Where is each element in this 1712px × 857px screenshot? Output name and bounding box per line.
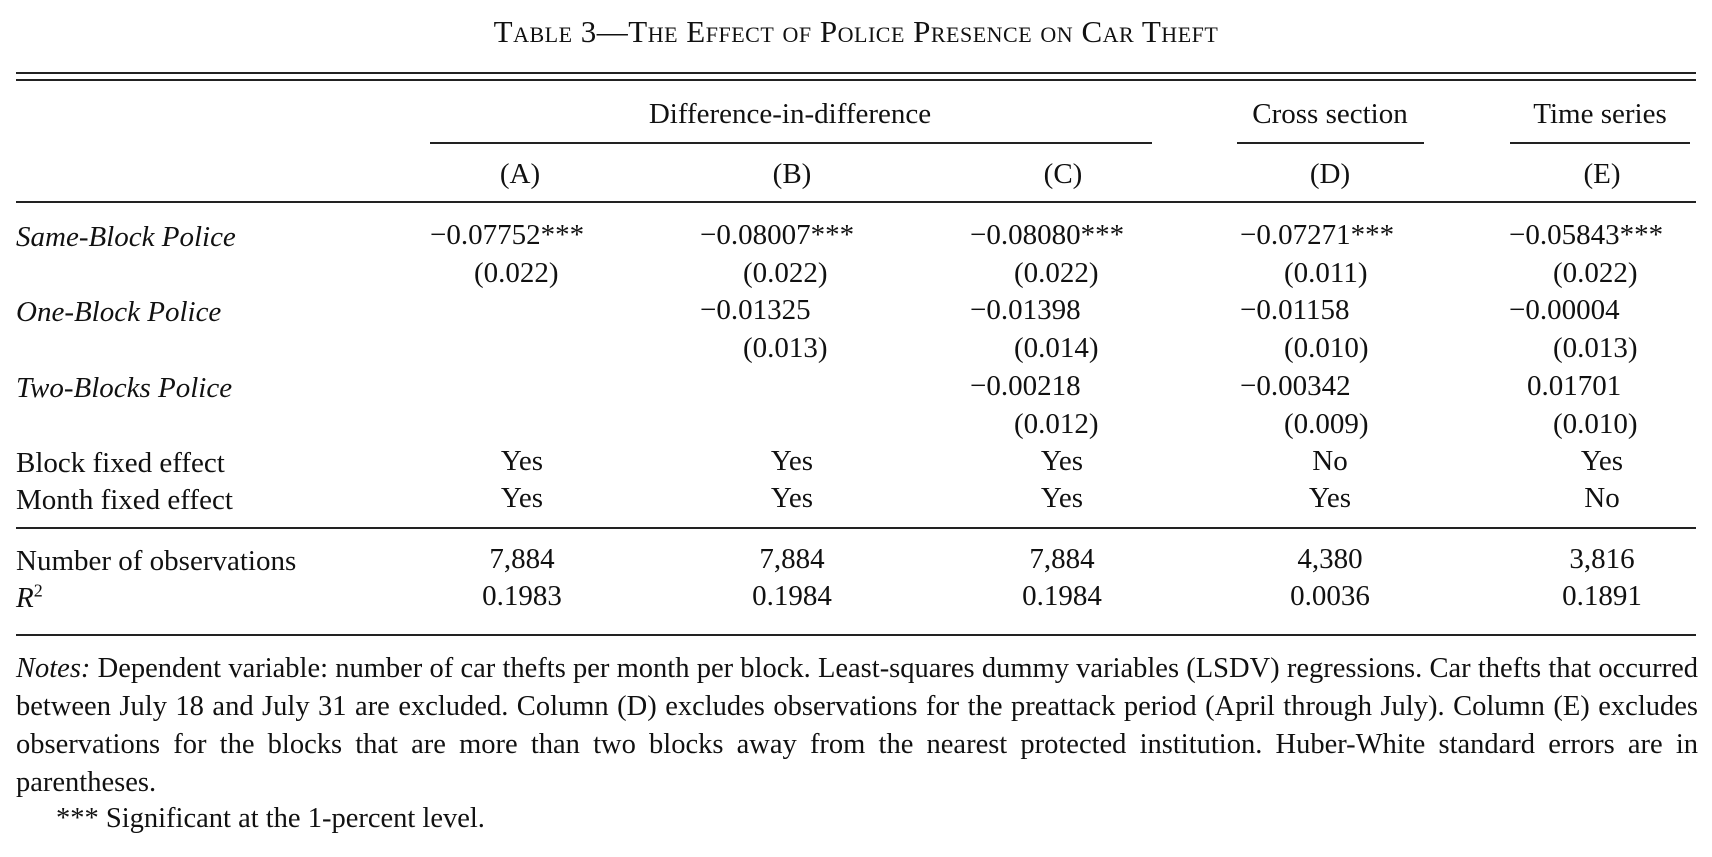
column-header-d: (D) xyxy=(1309,158,1351,190)
table-title: Table 3—The Effect of Police Presence on… xyxy=(493,14,1219,49)
coef-one-block-e: −0.00004 xyxy=(1509,294,1620,326)
n-obs-d: 4,380 xyxy=(1297,543,1363,575)
group-cross-rule xyxy=(1237,142,1424,144)
n-obs-c: 7,884 xyxy=(1029,543,1095,575)
coef-one-block-c: −0.01398 xyxy=(970,294,1081,326)
row-label-r2: R2 xyxy=(16,580,43,615)
se-same-block-d: (0.011) xyxy=(1284,257,1368,289)
n-obs-e: 3,816 xyxy=(1569,543,1635,575)
coef-same-block-d: −0.07271*** xyxy=(1240,219,1395,251)
table-notes: Notes: Dependent variable: number of car… xyxy=(16,650,1698,802)
month-fe-d: Yes xyxy=(1308,482,1352,514)
header-rule xyxy=(16,201,1696,203)
block-fe-a: Yes xyxy=(500,445,544,477)
column-header-c: (C) xyxy=(1043,158,1083,190)
coef-same-block-c: −0.08080*** xyxy=(970,219,1125,251)
se-two-blocks-c: (0.012) xyxy=(1014,408,1099,440)
n-obs-a: 7,884 xyxy=(489,543,555,575)
r2-a: 0.1983 xyxy=(482,580,562,612)
stats-rule xyxy=(16,527,1696,529)
group-cross-label: Cross section xyxy=(1252,98,1408,130)
block-fe-b: Yes xyxy=(770,445,814,477)
se-same-block-b: (0.022) xyxy=(743,257,828,289)
top-rule-1 xyxy=(16,72,1696,74)
se-two-blocks-e: (0.010) xyxy=(1553,408,1638,440)
column-header-e: (E) xyxy=(1583,158,1621,190)
row-label-block-fe: Block fixed effect xyxy=(16,447,225,479)
group-did-label: Difference-in-difference xyxy=(648,98,932,130)
r2-d: 0.0036 xyxy=(1290,580,1370,612)
month-fe-c: Yes xyxy=(1040,482,1084,514)
notes-text: Dependent variable: number of car thefts… xyxy=(16,653,1699,798)
column-header-b: (B) xyxy=(772,158,812,190)
se-same-block-c: (0.022) xyxy=(1014,257,1099,289)
top-rule-2 xyxy=(16,79,1696,81)
bottom-rule xyxy=(16,634,1696,636)
block-fe-e: Yes xyxy=(1580,445,1624,477)
column-header-a: (A) xyxy=(499,158,541,190)
notes-label: Notes: xyxy=(16,653,91,684)
coef-same-block-b: −0.08007*** xyxy=(700,219,855,251)
row-label-n-obs: Number of observations xyxy=(16,545,297,577)
se-one-block-d: (0.010) xyxy=(1284,332,1369,364)
block-fe-c: Yes xyxy=(1040,445,1084,477)
se-same-block-a: (0.022) xyxy=(474,257,559,289)
month-fe-e: No xyxy=(1584,482,1620,514)
coef-same-block-e: −0.05843*** xyxy=(1509,219,1664,251)
se-one-block-e: (0.013) xyxy=(1553,332,1638,364)
r2-e: 0.1891 xyxy=(1562,580,1642,612)
coef-two-blocks-c: −0.00218 xyxy=(970,370,1081,402)
group-did-rule xyxy=(430,142,1152,144)
group-time-label: Time series xyxy=(1533,98,1667,130)
row-label-same-block: Same-Block Police xyxy=(16,221,236,253)
month-fe-b: Yes xyxy=(770,482,814,514)
row-label-two-blocks: Two-Blocks Police xyxy=(16,372,233,404)
coef-same-block-a: −0.07752*** xyxy=(430,219,585,251)
n-obs-b: 7,884 xyxy=(759,543,825,575)
coef-one-block-d: −0.01158 xyxy=(1240,294,1350,326)
se-two-blocks-d: (0.009) xyxy=(1284,408,1369,440)
row-label-one-block: One-Block Police xyxy=(16,296,222,328)
row-label-month-fe: Month fixed effect xyxy=(16,484,233,516)
group-time-rule xyxy=(1510,142,1690,144)
coef-two-blocks-d: −0.00342 xyxy=(1240,370,1351,402)
se-one-block-b: (0.013) xyxy=(743,332,828,364)
coef-one-block-b: −0.01325 xyxy=(700,294,811,326)
se-one-block-c: (0.014) xyxy=(1014,332,1099,364)
significance-note: *** Significant at the 1-percent level. xyxy=(56,803,485,834)
se-same-block-e: (0.022) xyxy=(1553,257,1638,289)
r2-c: 0.1984 xyxy=(1022,580,1102,612)
coef-two-blocks-e: 0.01701 xyxy=(1527,370,1622,402)
r2-b: 0.1984 xyxy=(752,580,832,612)
month-fe-a: Yes xyxy=(500,482,544,514)
r2-label-base: R xyxy=(16,582,34,614)
r2-label-sup: 2 xyxy=(33,580,43,601)
block-fe-d: No xyxy=(1312,445,1348,477)
